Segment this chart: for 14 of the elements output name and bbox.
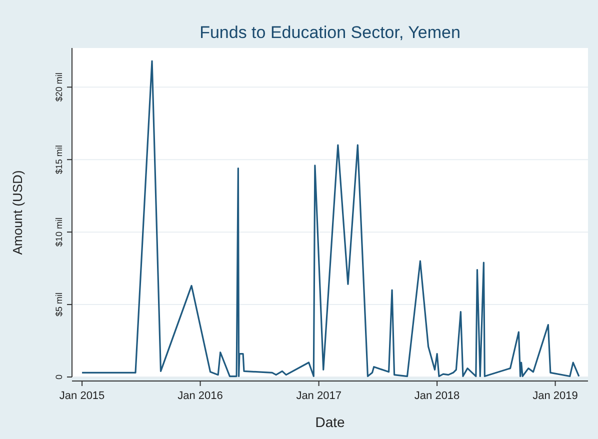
y-tick-label: $10 mil	[54, 218, 64, 247]
y-tick-label: $20 mil	[54, 72, 64, 102]
x-tick-label: Jan 2015	[59, 390, 105, 402]
x-axis-title: Date	[315, 414, 345, 430]
y-tick-label: 0	[54, 374, 64, 380]
y-tick-label: $5 mil	[54, 292, 64, 317]
x-tick-label: Jan 2017	[296, 390, 342, 402]
x-tick-label: Jan 2016	[178, 390, 223, 402]
x-tick-label: Jan 2018	[414, 390, 460, 402]
x-tick-label: Jan 2019	[532, 390, 578, 402]
chart-title: Funds to Education Sector, Yemen	[200, 23, 460, 42]
y-tick-label: $15 mil	[54, 145, 64, 174]
y-axis-title: Amount (USD)	[10, 170, 25, 255]
line-series	[81, 60, 580, 378]
